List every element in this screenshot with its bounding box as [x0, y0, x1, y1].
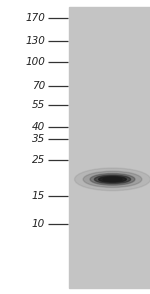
Text: 40: 40 — [32, 122, 45, 132]
Bar — [69, 7, 150, 288]
Text: 25: 25 — [32, 155, 45, 165]
Text: 70: 70 — [32, 81, 45, 91]
Text: 170: 170 — [25, 13, 45, 23]
Text: 100: 100 — [25, 57, 45, 67]
Text: 130: 130 — [25, 36, 45, 46]
Ellipse shape — [99, 176, 126, 182]
Text: 15: 15 — [32, 191, 45, 201]
Ellipse shape — [103, 177, 122, 181]
Ellipse shape — [90, 173, 135, 185]
Bar — [0, 7, 69, 288]
Ellipse shape — [94, 175, 131, 183]
Text: 55: 55 — [32, 100, 45, 110]
Text: 35: 35 — [32, 134, 45, 144]
Ellipse shape — [83, 171, 142, 188]
Ellipse shape — [75, 168, 150, 191]
Text: 10: 10 — [32, 219, 45, 229]
